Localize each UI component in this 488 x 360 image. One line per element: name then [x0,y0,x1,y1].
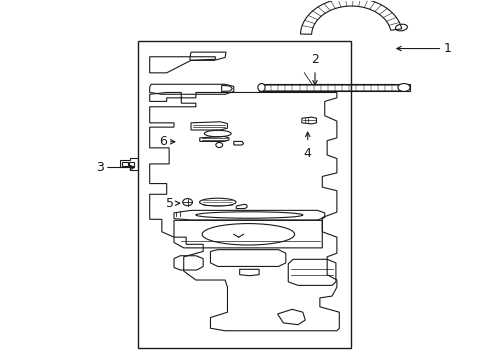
Ellipse shape [257,84,264,91]
Text: 3: 3 [96,161,104,174]
Text: 2: 2 [310,53,318,66]
Bar [137,41,351,348]
Text: 5: 5 [166,197,174,210]
Bar [129,162,134,166]
Ellipse shape [397,84,409,91]
Bar [122,162,127,166]
Text: 4: 4 [303,147,311,160]
Text: 1: 1 [443,42,451,55]
Text: 6: 6 [159,135,166,148]
